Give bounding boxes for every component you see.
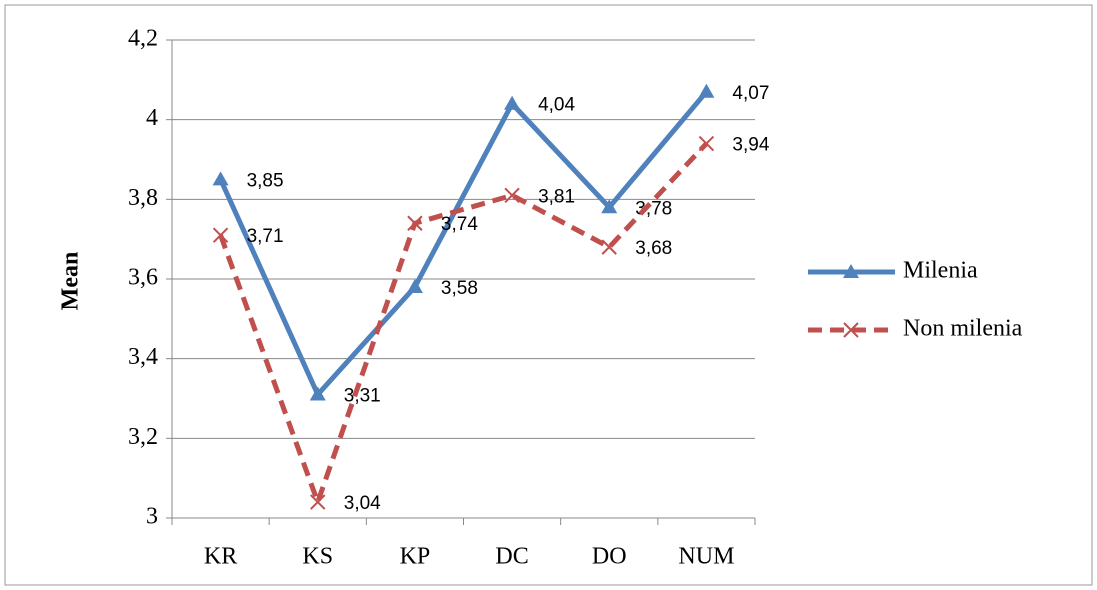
marker — [601, 199, 618, 214]
marker — [309, 386, 326, 401]
marker — [407, 215, 423, 231]
data-label: 3,04 — [344, 493, 381, 514]
data-label: 3,58 — [441, 278, 478, 299]
frame — [4, 4, 1093, 586]
x-tick-label: DC — [495, 544, 528, 570]
y-tick-label: 4 — [146, 105, 158, 131]
data-label: 3,31 — [344, 386, 381, 407]
data-label: 3,85 — [247, 170, 284, 191]
data-label: 3,68 — [635, 238, 672, 259]
x-tick-label: KP — [400, 544, 431, 570]
marker — [504, 95, 521, 110]
legend-label: Non milenia — [903, 316, 1023, 342]
x-tick-label: KS — [302, 544, 333, 570]
data-label: 3,74 — [441, 214, 478, 235]
legend-marker — [843, 264, 859, 278]
data-label: 4,07 — [732, 83, 769, 104]
marker — [212, 227, 229, 243]
marker — [310, 494, 326, 510]
y-tick-label: 3,2 — [128, 424, 158, 450]
marker — [406, 278, 423, 293]
data-label: 4,04 — [538, 95, 575, 116]
x-tick-label: DO — [592, 544, 627, 570]
marker — [698, 135, 715, 152]
y-tick-label: 3,6 — [128, 265, 158, 291]
marker — [601, 239, 617, 255]
marker — [698, 83, 715, 98]
series-line — [218, 90, 709, 398]
data-label: 3,78 — [635, 198, 672, 219]
y-tick-label: 3,4 — [128, 344, 158, 370]
y-tick-label: 3,8 — [128, 185, 158, 211]
legend-marker — [843, 322, 859, 338]
y-tick-label: 4,2 — [128, 26, 158, 52]
y-axis-label: Mean — [58, 252, 84, 311]
series-line — [218, 141, 709, 505]
x-tick-label: NUM — [678, 544, 734, 570]
x-tick-label: KR — [204, 544, 237, 570]
y-tick-label: 3 — [146, 504, 158, 530]
data-label: 3,81 — [538, 186, 575, 207]
data-label: 3,94 — [732, 135, 769, 156]
marker — [504, 187, 520, 204]
marker — [212, 171, 229, 186]
data-label: 3,71 — [247, 226, 284, 247]
legend-label: Milenia — [903, 258, 978, 284]
